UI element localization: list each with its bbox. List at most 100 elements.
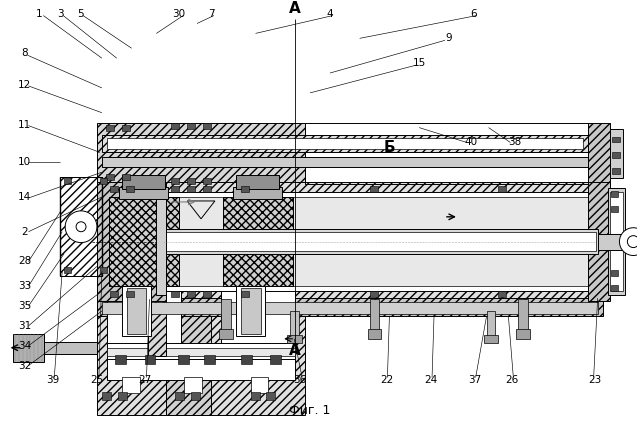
Bar [106,174,114,180]
Bar [484,335,499,343]
Text: 6: 6 [470,9,477,18]
Text: 12: 12 [18,80,31,90]
Bar [156,188,166,295]
Bar [236,286,266,336]
Bar [122,286,152,336]
Text: Фиг. 1: Фиг. 1 [289,404,331,417]
Bar [611,206,618,212]
Bar [122,174,130,180]
Text: 10: 10 [18,157,31,167]
Bar [187,291,195,297]
Bar [369,186,378,192]
Bar [241,291,248,297]
Bar [127,288,147,334]
Bar [102,192,598,291]
Text: 23: 23 [588,375,601,385]
Bar [13,334,44,362]
Bar [221,299,231,331]
Bar [64,267,71,273]
Bar [172,123,179,129]
Bar [612,152,620,158]
Bar [369,299,380,331]
Bar [110,291,118,297]
Bar [367,329,381,339]
Bar [611,191,618,197]
Bar [241,355,252,364]
Bar [241,186,248,192]
Bar [122,175,165,189]
Text: 35: 35 [18,301,31,311]
Bar [518,299,528,331]
Circle shape [76,222,86,232]
Bar [118,392,127,400]
Bar [187,178,195,184]
Bar [251,392,259,400]
Circle shape [620,228,640,255]
Bar [203,291,211,297]
Bar [104,197,596,286]
Bar [60,177,102,276]
Bar [122,378,140,393]
Bar [148,246,166,356]
Bar [184,378,202,393]
Bar [102,135,588,152]
Bar [161,229,598,254]
Text: 34: 34 [18,341,31,351]
Bar [204,355,215,364]
Bar [97,182,603,301]
Bar [233,187,282,199]
Bar [588,123,609,184]
Bar [172,186,179,192]
Bar [119,187,168,199]
Bar [241,288,260,334]
Bar [588,182,609,301]
Bar [109,197,179,286]
Bar [499,291,506,297]
Text: 9: 9 [445,34,452,43]
Bar [271,355,282,364]
Text: 1: 1 [36,9,43,18]
Bar [598,233,623,249]
Bar [163,232,596,251]
Text: 27: 27 [138,375,151,385]
Text: 22: 22 [380,375,393,385]
Bar [64,178,71,184]
Bar [42,342,97,353]
Text: 38: 38 [508,138,521,147]
Text: 14: 14 [18,192,31,202]
Bar [516,329,530,339]
Bar [166,187,211,415]
Text: Б: Б [383,140,396,155]
Circle shape [627,236,639,248]
Text: 11: 11 [18,120,31,129]
Bar [291,311,299,339]
Text: 2: 2 [21,227,28,237]
Bar [175,392,184,400]
Bar [203,186,211,192]
Bar [107,348,295,356]
Bar [305,123,598,184]
Bar [187,186,195,192]
Bar [100,178,107,184]
Bar [100,267,107,273]
Bar [486,311,495,339]
Text: 32: 32 [18,360,31,371]
Bar [107,138,583,149]
Bar [191,392,200,400]
Bar [181,197,221,286]
Bar [125,291,134,297]
Bar [102,302,598,314]
Bar [203,178,211,184]
Text: 33: 33 [18,281,31,291]
Bar [107,343,295,361]
Bar [97,182,166,301]
Bar [60,177,102,276]
Bar [125,186,134,192]
Bar [107,359,295,381]
Text: 31: 31 [18,321,31,331]
Bar [611,270,618,276]
Bar [499,186,506,192]
Bar [609,192,623,291]
Bar [172,178,179,184]
Text: 8: 8 [21,48,28,58]
